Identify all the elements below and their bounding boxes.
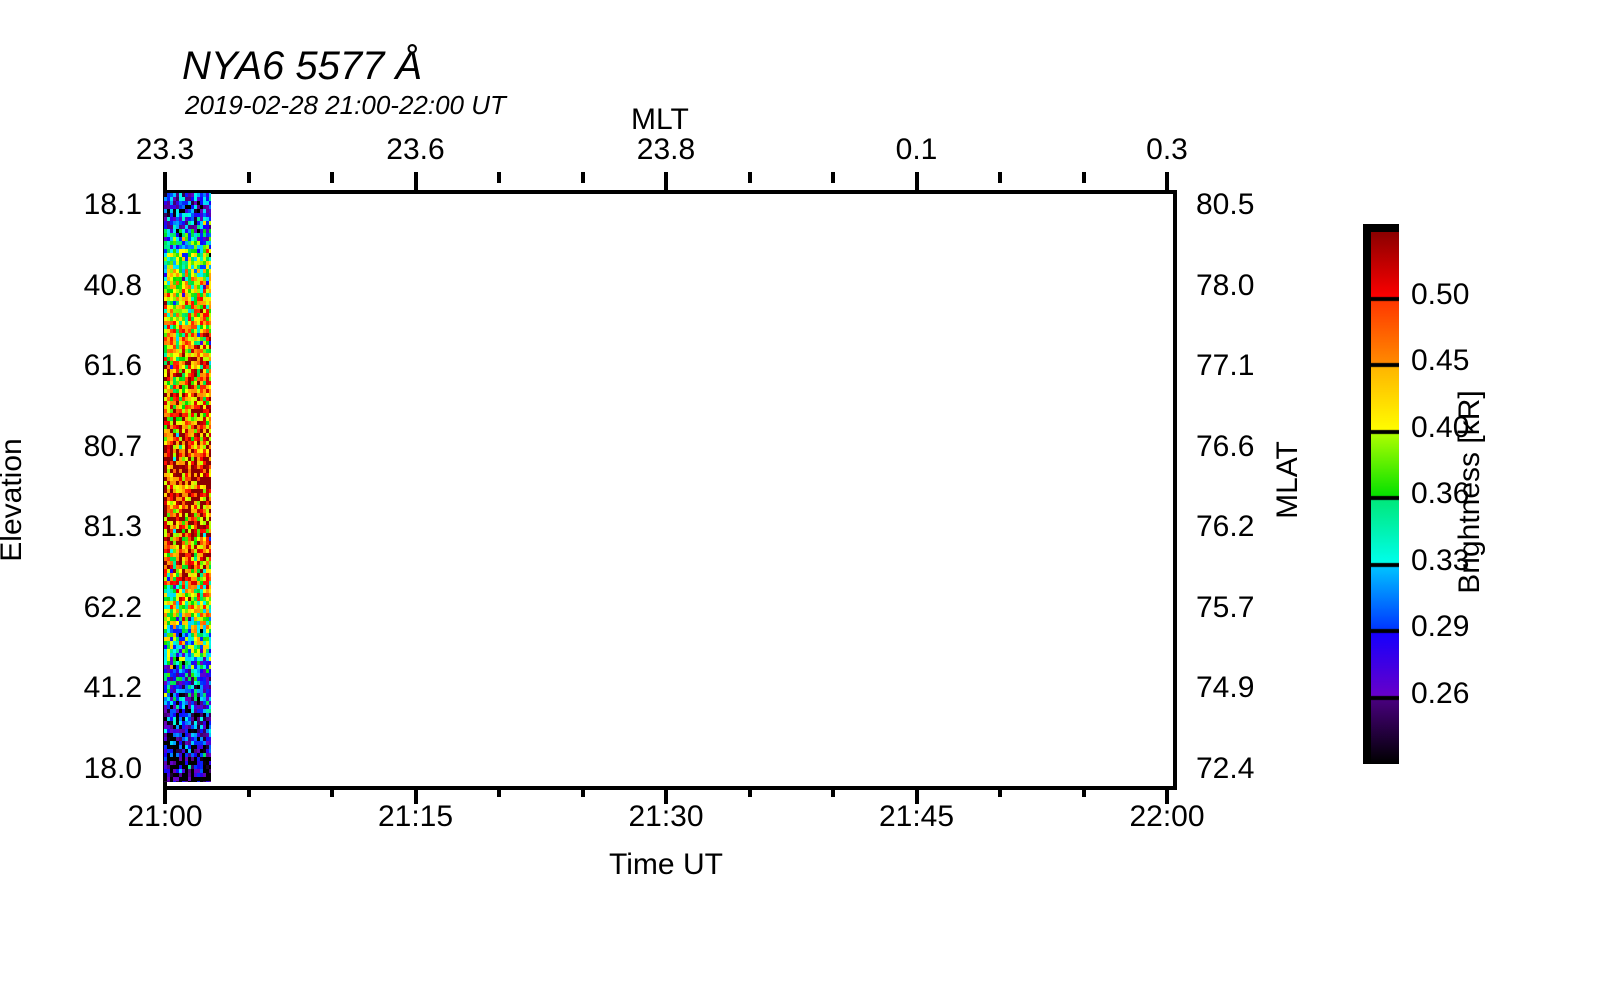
colorbar-tick-label: 0.45 xyxy=(1411,344,1470,377)
mlat-tick-label: 78.0 xyxy=(1196,268,1255,302)
colorbar-tick-label: 0.29 xyxy=(1411,610,1470,643)
mlat-tick-label: 80.5 xyxy=(1196,188,1255,221)
time-tick-major xyxy=(163,786,167,804)
elevation-tick-label: 40.8 xyxy=(83,268,142,302)
mlt-tick-minor xyxy=(831,172,835,183)
mlat-tick-label: 72.4 xyxy=(1196,752,1255,785)
time-tick-minor xyxy=(747,786,752,797)
mlat-tick-label: 75.7 xyxy=(1196,590,1255,624)
page-title: NYA6 5577 Å xyxy=(182,44,423,88)
mlt-tick-minor xyxy=(747,172,752,183)
keogram-data-image xyxy=(164,193,211,782)
time-tick-label: 21:15 xyxy=(377,800,454,833)
time-tick-label: 21:45 xyxy=(878,800,955,833)
plot-panel xyxy=(163,190,1177,790)
time-tick-major xyxy=(413,786,418,804)
time-tick-label: 22:00 xyxy=(1129,800,1205,833)
mlt-tick-label: 0.3 xyxy=(1146,133,1188,166)
time-tick-major xyxy=(914,786,919,804)
time-tick-major xyxy=(1165,786,1169,804)
colorbar-tick-label: 0.33 xyxy=(1411,543,1470,577)
mlat-tick-label: 77.1 xyxy=(1196,349,1255,383)
time-tick-minor xyxy=(1081,786,1086,797)
elevation-tick-label: 18.1 xyxy=(83,188,142,221)
time-axis-title: Time UT xyxy=(609,848,723,881)
mlat-axis-title: MLAT xyxy=(1271,441,1304,519)
mlat-tick-label: 76.2 xyxy=(1196,510,1255,544)
page-subtitle: 2019-02-28 21:00-22:00 UT xyxy=(185,90,506,120)
mlt-tick-label: 0.1 xyxy=(895,133,938,166)
colorbar-tick-label: 0.50 xyxy=(1411,277,1470,311)
colorbar xyxy=(1363,224,1399,764)
elevation-tick-label: 61.6 xyxy=(83,349,142,383)
time-tick-minor xyxy=(998,786,1002,797)
mlt-tick-major xyxy=(413,172,418,190)
mlt-tick-major xyxy=(664,172,668,190)
mlt-tick-minor xyxy=(998,172,1002,183)
time-tick-major xyxy=(664,786,668,804)
time-tick-label: 21:30 xyxy=(628,800,704,833)
elevation-tick-label: 80.7 xyxy=(83,429,142,463)
mlat-tick-label: 76.6 xyxy=(1196,429,1255,463)
elevation-tick-label: 62.2 xyxy=(83,590,142,624)
time-tick-label: 21:00 xyxy=(127,800,203,833)
elevation-axis-title: Elevation xyxy=(0,438,28,562)
time-tick-minor xyxy=(831,786,835,797)
mlat-tick-label: 74.9 xyxy=(1196,671,1255,705)
elevation-tick-label: 81.3 xyxy=(83,510,142,544)
mlt-tick-minor xyxy=(497,172,501,183)
mlt-tick-major xyxy=(1165,172,1169,190)
colorbar-tick-label: 0.26 xyxy=(1411,676,1470,710)
elevation-tick-label: 41.2 xyxy=(83,671,142,705)
mlt-axis-title-text: MLT xyxy=(631,103,689,136)
colorbar-tick-label: 0.36 xyxy=(1411,477,1470,510)
mlt-tick-label: 23.8 xyxy=(636,133,696,166)
time-tick-minor xyxy=(497,786,501,797)
mlt-tick-minor xyxy=(246,172,251,183)
mlt-tick-minor xyxy=(1081,172,1086,183)
time-tick-minor xyxy=(246,786,251,797)
colorbar-gradient xyxy=(1371,232,1399,764)
colorbar-tick-label: 0.40 xyxy=(1411,410,1470,444)
mlt-tick-label: 23.3 xyxy=(135,133,195,166)
colorbar-axis-title: Brightness [kR] xyxy=(1453,390,1486,594)
mlt-tick-major xyxy=(163,172,167,190)
mlt-tick-label: 23.6 xyxy=(386,133,445,166)
mlt-tick-minor xyxy=(580,172,585,183)
elevation-tick-label: 18.0 xyxy=(83,752,142,785)
mlt-tick-minor xyxy=(330,172,334,183)
time-tick-minor xyxy=(330,786,334,797)
mlt-tick-major xyxy=(914,172,919,190)
time-tick-minor xyxy=(580,786,585,797)
